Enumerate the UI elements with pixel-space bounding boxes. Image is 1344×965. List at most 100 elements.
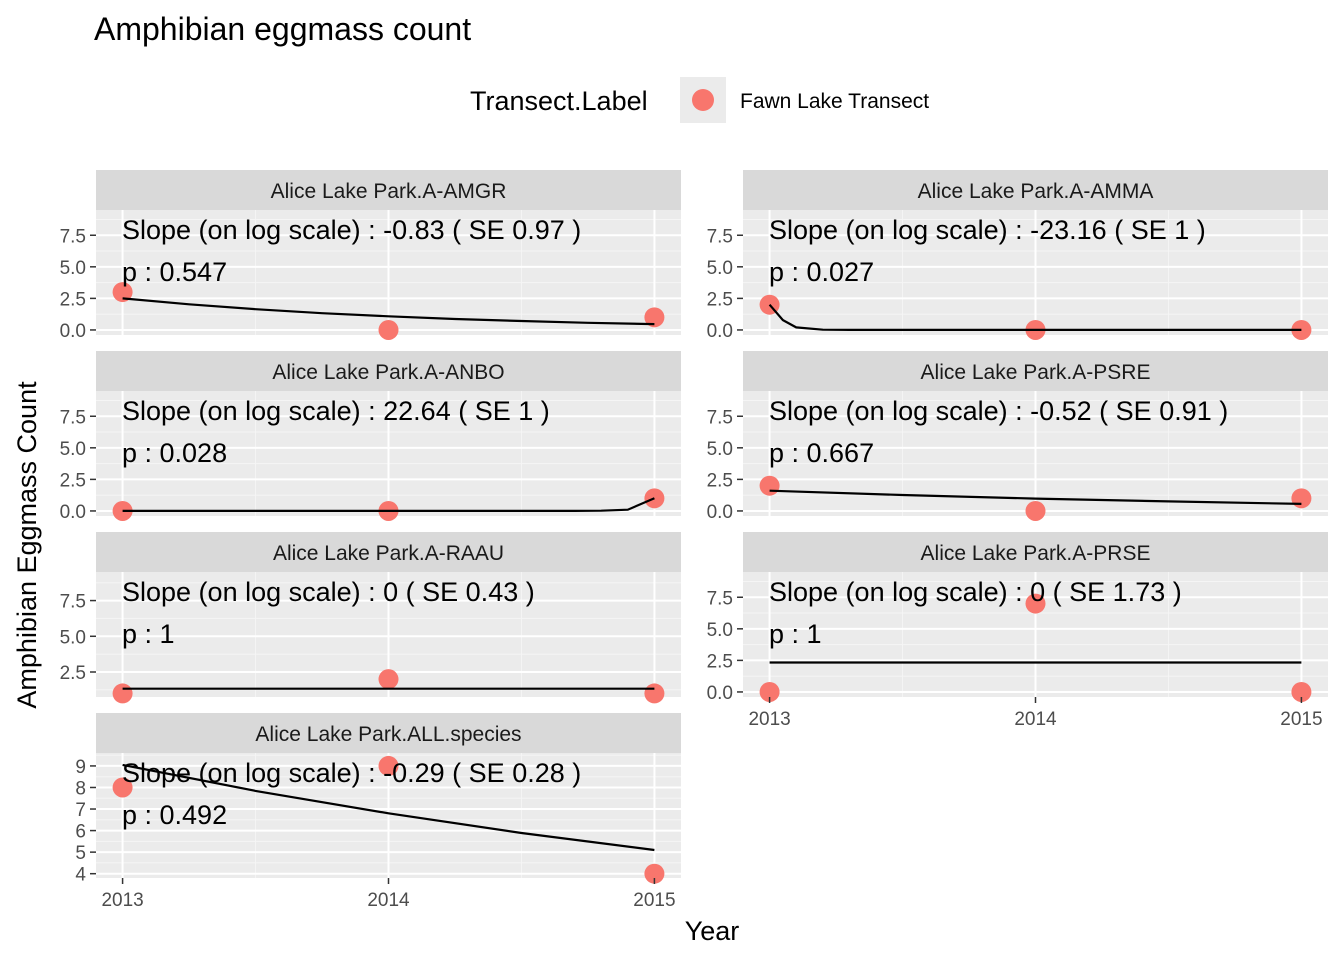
- y-tick-label: 0.0: [707, 683, 733, 704]
- data-point: [378, 755, 399, 776]
- y-tick-label: 5.0: [707, 258, 733, 279]
- data-point: [112, 777, 133, 798]
- slope-annotation: Slope (on log scale) : -23.16 ( SE 1 ): [769, 215, 1206, 245]
- x-tick-label: 2014: [1014, 709, 1057, 730]
- x-tick-label: 2015: [1280, 709, 1322, 730]
- x-axes: 2013 2014 2015 2013 2014 2015: [101, 697, 1323, 911]
- facet-panel: Alice Lake Park.A-PRSE 0.0 2.5 5.0 7.5 Slope …: [707, 532, 1328, 704]
- data-point: [378, 319, 399, 340]
- slope-annotation: Slope (on log scale) : -0.29 ( SE 0.28 ): [122, 758, 581, 788]
- facet-strip-label: Alice Lake Park.A-AMMA: [918, 180, 1154, 203]
- y-tick-label: 2.5: [60, 470, 86, 491]
- facet-panel: Alice Lake Park.A-AMMA 0.0 2.5 5.0 7.5 Slope …: [707, 170, 1328, 342]
- x-tick-label: 2014: [367, 890, 410, 911]
- y-tick-label: 5.0: [707, 620, 733, 641]
- data-point: [644, 863, 665, 884]
- data-point: [644, 307, 665, 328]
- facet-strip: [96, 170, 681, 210]
- p-value-annotation: p : 0.547: [122, 257, 227, 287]
- y-tick-label: 7.5: [60, 226, 86, 247]
- y-axis-label: Amphibian Eggmass Count: [12, 381, 42, 709]
- legend: Transect.Label Fawn Lake Transect: [470, 77, 929, 123]
- facet-strip-label: Alice Lake Park.A-AMGR: [271, 180, 507, 203]
- y-tick-label: 2.5: [60, 289, 86, 310]
- fit-line: [122, 297, 655, 326]
- y-tick-label: 7.5: [60, 407, 86, 428]
- y-tick-label: 4: [75, 865, 86, 886]
- y-tick-label: 9: [75, 757, 86, 778]
- y-tick-label: 5.0: [707, 439, 733, 460]
- data-point: [644, 683, 665, 704]
- data-point: [112, 282, 133, 303]
- facet-strip-label: Alice Lake Park.A-PSRE: [921, 361, 1151, 384]
- data-point: [1025, 500, 1046, 521]
- p-value-annotation: p : 0.028: [122, 438, 227, 468]
- y-tick-label: 6: [75, 822, 86, 843]
- y-tick-label: 8: [75, 778, 86, 799]
- slope-annotation: Slope (on log scale) : 0 ( SE 0.43 ): [122, 577, 535, 607]
- legend-key-dot: [692, 89, 714, 111]
- y-tick-label: 5.0: [60, 627, 86, 648]
- p-value-annotation: p : 0.667: [769, 438, 874, 468]
- y-tick-label: 0.0: [60, 502, 86, 523]
- slope-annotation: Slope (on log scale) : -0.83 ( SE 0.97 ): [122, 215, 581, 245]
- facet-panels: Alice Lake Park.A-AMGR 0.0 2.5 5.0 7.5 Slope …: [60, 170, 1328, 886]
- fit-line: [768, 303, 1302, 331]
- facet-strip-label: Alice Lake Park.A-RAAU: [273, 542, 504, 565]
- facet-strip-label: Alice Lake Park.A-ANBO: [272, 361, 504, 384]
- p-value-annotation: p : 1: [769, 619, 822, 649]
- data-point: [759, 475, 780, 496]
- y-tick-label: 0.0: [707, 502, 733, 523]
- y-tick-label: 0.0: [60, 321, 86, 342]
- chart-title: Amphibian eggmass count: [94, 11, 471, 47]
- y-tick-label: 5.0: [60, 439, 86, 460]
- data-point: [378, 669, 399, 690]
- data-point: [1291, 319, 1312, 340]
- y-tick-label: 2.5: [707, 470, 733, 491]
- data-point: [1025, 593, 1046, 614]
- y-tick-label: 2.5: [707, 651, 733, 672]
- x-tick-label: 2013: [101, 890, 143, 911]
- facet-strip: [743, 351, 1328, 391]
- data-point: [1291, 681, 1312, 702]
- data-point: [112, 683, 133, 704]
- y-tick-label: 7.5: [60, 592, 86, 613]
- fit-line: [769, 489, 1302, 505]
- y-tick-label: 5: [75, 843, 86, 864]
- p-value-annotation: p : 1: [122, 619, 175, 649]
- data-point: [759, 681, 780, 702]
- data-point: [112, 500, 133, 521]
- facet-strip: [96, 351, 681, 391]
- y-tick-label: 5.0: [60, 258, 86, 279]
- facet-strip: [743, 170, 1328, 210]
- y-tick-label: 2.5: [707, 289, 733, 310]
- data-point: [1291, 488, 1312, 509]
- fit-line: [122, 763, 655, 852]
- facet-panel: Alice Lake Park.A-ANBO 0.0 2.5 5.0 7.5 Slope …: [60, 351, 681, 523]
- facet-strip: [743, 532, 1328, 572]
- slope-annotation: Slope (on log scale) : 22.64 ( SE 1 ): [122, 396, 550, 426]
- legend-title: Transect.Label: [470, 86, 648, 116]
- y-tick-label: 7.5: [707, 407, 733, 428]
- x-tick-label: 2013: [748, 709, 790, 730]
- facet-strip-label: Alice Lake Park.A-PRSE: [921, 542, 1151, 565]
- y-tick-label: 7.5: [707, 588, 733, 609]
- legend-entry-label: Fawn Lake Transect: [740, 90, 929, 113]
- y-tick-label: 2.5: [60, 663, 86, 684]
- p-value-annotation: p : 0.492: [122, 800, 227, 830]
- y-tick-label: 7.5: [707, 226, 733, 247]
- facet-panel: Alice Lake Park.A-RAAU 2.5 5.0 7.5 Slope (on…: [60, 532, 681, 704]
- facet-strip-label: Alice Lake Park.ALL.species: [255, 723, 521, 746]
- slope-annotation: Slope (on log scale) : -0.52 ( SE 0.91 ): [769, 396, 1228, 426]
- x-tick-label: 2015: [633, 890, 675, 911]
- p-value-annotation: p : 0.027: [769, 257, 874, 287]
- y-tick-label: 7: [75, 800, 86, 821]
- facet-strip: [96, 713, 681, 753]
- facet-panel: Alice Lake Park.A-PSRE 0.0 2.5 5.0 7.5 Slope …: [707, 351, 1328, 523]
- y-tick-label: 0.0: [707, 321, 733, 342]
- fit-line: [122, 497, 655, 512]
- facet-panel: Alice Lake Park.A-AMGR 0.0 2.5 5.0 7.5 Slope …: [60, 170, 681, 342]
